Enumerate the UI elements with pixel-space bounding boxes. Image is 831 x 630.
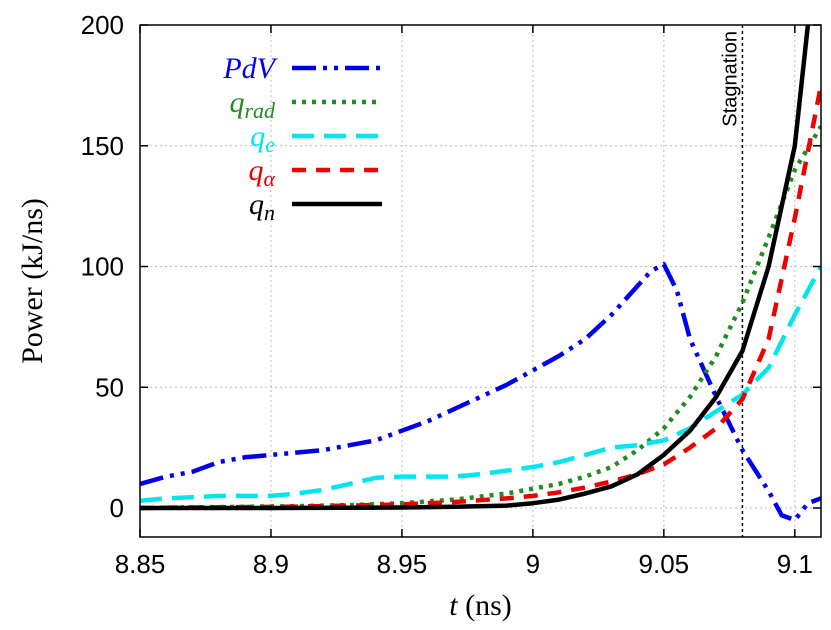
- series-line-q-alpha: [140, 84, 821, 511]
- series-lines: [140, 25, 821, 523]
- y-tick-label: 200: [81, 10, 124, 40]
- x-axis-variable: t: [449, 589, 458, 622]
- x-tick-label: 9.1: [777, 549, 813, 579]
- legend-label: qn: [249, 188, 275, 225]
- stagnation-annotation: Stagnation: [719, 25, 744, 537]
- y-tick-label: 150: [81, 131, 124, 161]
- y-tick-label: 0: [110, 493, 124, 523]
- stagnation-label: Stagnation: [719, 31, 741, 127]
- x-ticks: 8.85 8.9 8.95 9 9.05 9.1: [115, 25, 813, 579]
- y-tick-label: 100: [81, 252, 124, 282]
- x-tick-label: 8.95: [377, 549, 428, 579]
- x-tick-label: 9.05: [639, 549, 690, 579]
- x-axis-unit: (ns): [458, 589, 512, 622]
- x-axis-label: t (ns): [449, 589, 512, 622]
- series-line-q-e: [140, 265, 821, 504]
- x-tick-label: 8.85: [115, 549, 166, 579]
- y-axis-label: Power (kJ/ns): [16, 198, 49, 364]
- series-line-pdv: [140, 261, 821, 523]
- legend-label: qrad: [229, 86, 276, 123]
- y-ticks: 0 50 100 150 200: [81, 10, 821, 523]
- legend-label: qα: [248, 154, 275, 191]
- series-line-q-rad: [140, 125, 821, 511]
- x-tick-label: 9: [526, 549, 540, 579]
- series-line-q-n: [140, 25, 811, 511]
- x-tick-label: 8.9: [253, 549, 289, 579]
- y-tick-label: 50: [95, 372, 124, 402]
- legend-label: PdV: [222, 52, 278, 85]
- legend-label: qe: [250, 120, 275, 157]
- plot-frame: [139, 24, 822, 538]
